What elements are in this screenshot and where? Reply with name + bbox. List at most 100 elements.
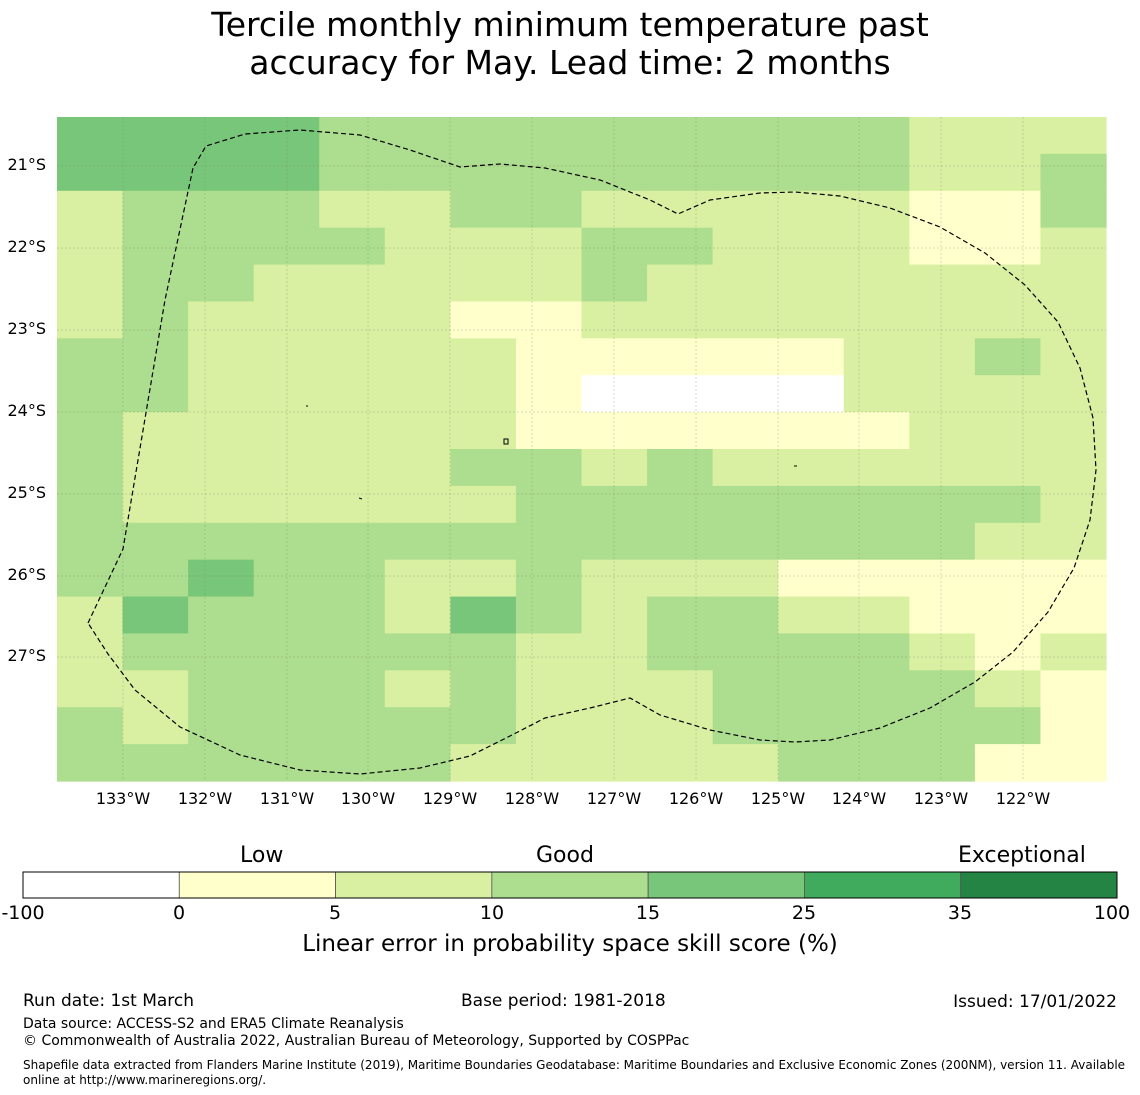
grid-cell	[319, 633, 386, 671]
grid-cell	[1040, 264, 1107, 303]
lon-label: 130°W	[340, 789, 396, 808]
grid-cell	[778, 375, 845, 413]
grid-cell	[188, 485, 255, 524]
grid-cell	[712, 596, 779, 635]
grid-cell	[1040, 744, 1107, 782]
grid-cell	[712, 227, 779, 266]
grid-cell	[57, 633, 124, 671]
grid-cell	[122, 522, 189, 561]
grid-cell	[515, 153, 583, 192]
grid-cell	[1040, 227, 1107, 266]
grid-cell	[122, 375, 189, 413]
grid-cell	[778, 522, 845, 561]
grid-cell	[778, 633, 845, 671]
grid-cell	[909, 485, 976, 524]
grid-cell	[843, 744, 910, 782]
lon-label: 122°W	[995, 789, 1051, 808]
grid-cell	[188, 117, 255, 155]
grid-cell	[253, 117, 320, 155]
grid-cell	[384, 375, 451, 413]
grid-cell	[712, 338, 779, 376]
grid-cell	[778, 412, 845, 450]
lat-label: 25°S	[7, 483, 46, 502]
grid-cell	[384, 412, 451, 450]
grid-cell	[1040, 338, 1107, 376]
grid-cell	[974, 596, 1042, 635]
colorbar-tick-label: 100	[1093, 902, 1131, 924]
map-figure	[57, 117, 1107, 782]
grid-cell	[581, 338, 648, 376]
grid-cell	[974, 522, 1042, 561]
grid-cell	[319, 153, 386, 192]
grid-cell	[188, 559, 255, 598]
grid-cell	[515, 412, 583, 450]
grid-cell	[188, 449, 255, 487]
grid-cell	[450, 190, 517, 229]
grid-cell	[712, 485, 779, 524]
grid-cell	[384, 153, 451, 192]
grid-cell	[712, 301, 779, 339]
grid-cell	[450, 670, 517, 708]
grid-cell	[188, 190, 255, 229]
grid-cell	[122, 227, 189, 266]
grid-cell	[974, 190, 1042, 229]
lon-label: 129°W	[422, 789, 478, 808]
grid-cell	[843, 412, 910, 450]
grid-cell	[450, 264, 517, 303]
grid-cell	[57, 264, 124, 303]
grid-cell	[57, 412, 124, 450]
grid-cell	[188, 153, 255, 192]
grid-cell	[384, 117, 451, 155]
grid-cell	[515, 670, 583, 708]
grid-cell	[909, 744, 976, 782]
grid-cell	[843, 596, 910, 635]
grid-cell	[319, 559, 386, 598]
grid-cell	[974, 449, 1042, 487]
grid-cell	[974, 559, 1042, 598]
colorbar-segment	[22, 871, 180, 899]
grid-cell	[384, 559, 451, 598]
grid-cell	[515, 522, 583, 561]
grid-cell	[712, 264, 779, 303]
grid-cell	[581, 633, 648, 671]
run-date: Run date: 1st March	[23, 991, 195, 1011]
grid-cell	[647, 633, 714, 671]
grid-cell	[647, 190, 714, 229]
grid-cell	[712, 522, 779, 561]
grid-cell	[384, 670, 451, 708]
grid-cell	[450, 449, 517, 487]
grid-cell	[909, 596, 976, 635]
grid-cell	[188, 375, 255, 413]
grid-cell	[450, 633, 517, 671]
shapefile-credit: Shapefile data extracted from Flanders M…	[23, 1058, 1126, 1087]
copyright: © Commonwealth of Australia 2022, Austra…	[23, 1033, 690, 1049]
grid-cell	[1040, 449, 1107, 487]
grid-cell	[909, 375, 976, 413]
grid-cell	[843, 559, 910, 598]
grid-cell	[647, 375, 714, 413]
grid-cell	[188, 412, 255, 450]
grid-cell	[909, 559, 976, 598]
grid-cell	[122, 707, 189, 745]
grid-cell	[122, 596, 189, 635]
grid-cell	[974, 485, 1042, 524]
grid-cell	[450, 596, 517, 635]
grid-cell	[188, 633, 255, 671]
grid-cell	[1040, 633, 1107, 671]
grid-cell	[188, 596, 255, 635]
grid-cell	[188, 707, 255, 745]
grid-cell	[515, 264, 583, 303]
grid-cell	[122, 744, 189, 782]
lat-label: 22°S	[7, 237, 46, 256]
grid-cell	[909, 264, 976, 303]
grid-cell	[57, 190, 124, 229]
grid-cell	[122, 633, 189, 671]
grid-cell	[122, 670, 189, 708]
lon-label: 125°W	[750, 789, 806, 808]
grid-cell	[515, 449, 583, 487]
grid-cell	[581, 375, 648, 413]
grid-cell	[647, 559, 714, 598]
grid-cell	[515, 596, 583, 635]
lat-label: 21°S	[7, 155, 46, 174]
colorbar-segment	[335, 871, 493, 899]
